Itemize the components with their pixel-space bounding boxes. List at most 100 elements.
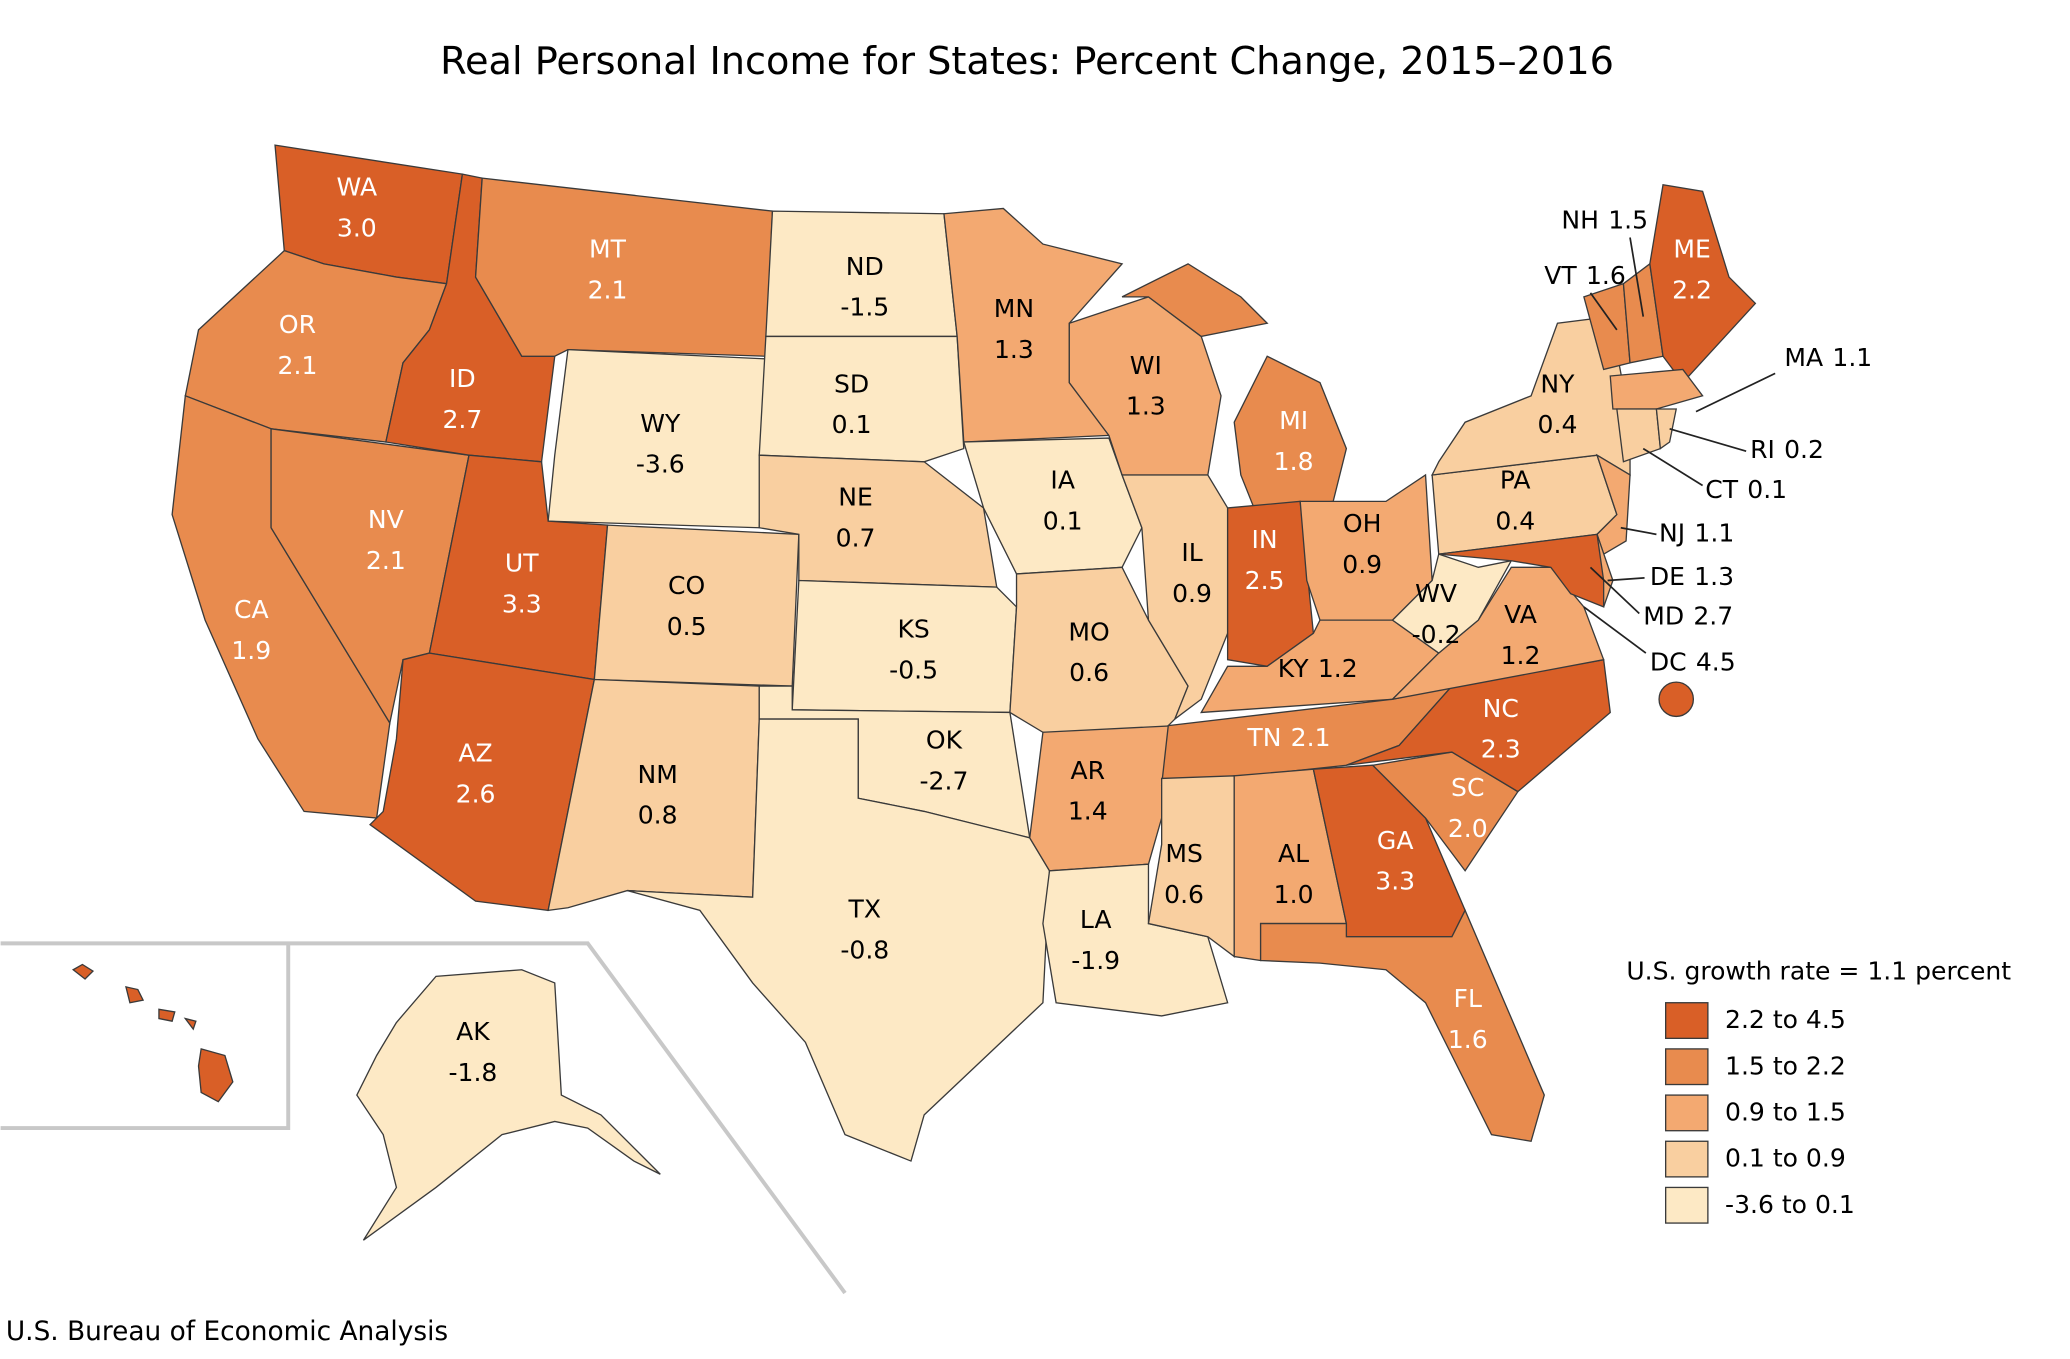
- state-shape: [1655, 408, 1678, 450]
- state-value: 1.4: [1068, 797, 1108, 826]
- state-value: 3.3: [1375, 867, 1415, 896]
- state-shape: [71, 963, 234, 1103]
- state-shape: [547, 348, 767, 529]
- state-value: 1.9: [231, 636, 271, 665]
- state-abbr: NV: [368, 505, 404, 534]
- state-abbr: RI: [1750, 435, 1775, 464]
- state-value: 1.8: [1274, 447, 1314, 476]
- state-abbr: WY: [640, 409, 681, 438]
- legend-swatch: [1665, 1094, 1709, 1132]
- state-abbr: NY: [1540, 369, 1575, 398]
- state-value: 0.4: [1495, 506, 1535, 535]
- leader-line: [1629, 237, 1645, 317]
- state-value: 3.0: [337, 214, 377, 243]
- state-abbr: NE: [838, 483, 873, 512]
- state-value: -0.8: [840, 935, 889, 964]
- state-value: 1.6: [1448, 1025, 1488, 1054]
- state-abbr: AK: [456, 1017, 490, 1046]
- state-shape: [962, 437, 1143, 575]
- legend-swatch: [1665, 1186, 1709, 1224]
- state-value: 0.8: [638, 801, 678, 830]
- state-abbr: CT: [1705, 475, 1738, 504]
- state-value: -2.7: [920, 766, 969, 795]
- state-value: 0.1: [1043, 506, 1083, 535]
- state-abbr: SD: [834, 369, 869, 398]
- state-value: -3.6: [636, 450, 685, 479]
- source: U.S. Bureau of Economic Analysis: [6, 1317, 448, 1347]
- state-value: -1.8: [449, 1058, 498, 1087]
- state-abbr: TN: [1246, 723, 1281, 752]
- legend-title: U.S. growth rate = 1.1 percent: [1626, 956, 2011, 985]
- state-value: -1.5: [840, 293, 889, 322]
- state-abbr: TX: [848, 894, 881, 923]
- state-value: 1.5: [1608, 206, 1648, 235]
- state-value: -0.5: [889, 656, 938, 685]
- state-value: 2.1: [366, 546, 406, 575]
- state-shape: [1658, 681, 1695, 718]
- map-title: Real Personal Income for States: Percent…: [440, 39, 1614, 84]
- state-value: 2.7: [1693, 601, 1733, 630]
- inset-frame: [0, 941, 847, 1295]
- state-value: 2.0: [1448, 814, 1488, 843]
- state-shape: [593, 524, 800, 687]
- state-abbr: FL: [1454, 984, 1482, 1013]
- state-abbr: NH: [1561, 206, 1599, 235]
- state-labels: WA 3.0 OR 2.1 CA 1.9 NV 2.1 ID 2.7 MT 2.1 WY -3.6 UT 3.…: [90, 173, 1872, 1106]
- state-abbr: KY: [1278, 654, 1310, 683]
- state-value: 0.1: [1747, 475, 1787, 504]
- state-abbr: MO: [1068, 617, 1109, 646]
- state-label: NH 1.5: [1561, 206, 1648, 235]
- state-abbr: CO: [668, 571, 705, 600]
- state-abbr: KS: [897, 615, 929, 644]
- state-shape: [1391, 553, 1513, 654]
- state-value: 3.3: [502, 590, 542, 619]
- legend-swatch: [1665, 1002, 1709, 1040]
- state-abbr: NM: [637, 760, 677, 789]
- state-abbr: SC: [1451, 773, 1484, 802]
- state-abbr: WA: [337, 173, 378, 202]
- legend-label: 0.9 to 1.5: [1725, 1098, 1846, 1127]
- state-value: 1.1: [1832, 343, 1872, 372]
- state-value: -0.2: [1412, 620, 1461, 649]
- legend-swatch: [1665, 1140, 1709, 1178]
- state-value: 1.0: [1274, 880, 1314, 909]
- state-abbr: AZ: [458, 739, 492, 768]
- state-abbr: ME: [1673, 235, 1710, 264]
- state-abbr: PA: [1500, 466, 1531, 495]
- state-abbr: NC: [1483, 694, 1519, 723]
- state-value: 0.6: [1164, 880, 1204, 909]
- state-abbr: WI: [1130, 351, 1162, 380]
- state-shape: [758, 335, 965, 463]
- state-label: VT 1.6: [1544, 261, 1626, 290]
- state-value: 2.2: [1672, 276, 1712, 305]
- state-value: 0.7: [836, 524, 876, 553]
- state-value: 2.3: [1481, 735, 1521, 764]
- state-shape: [1121, 474, 1229, 721]
- legend-label: 2.2 to 4.5: [1725, 1005, 1846, 1034]
- state-shape: [627, 718, 1051, 1162]
- state-shape: [1259, 908, 1545, 1143]
- state-abbr: IN: [1252, 525, 1278, 554]
- state-shape: [1042, 863, 1229, 1017]
- leader-line: [1589, 292, 1618, 331]
- state-value: -1.9: [1071, 946, 1120, 975]
- state-abbr: LA: [1080, 905, 1112, 934]
- state-abbr: OR: [279, 310, 316, 339]
- state-label: DC 4.5: [1650, 648, 1736, 677]
- leader-line: [1620, 526, 1657, 536]
- state-abbr: OK: [926, 725, 963, 754]
- state-value: 2.6: [456, 780, 496, 809]
- state-abbr: MN: [994, 294, 1034, 323]
- state-abbr: NJ: [1659, 518, 1685, 547]
- leader-line: [1589, 566, 1640, 615]
- state-abbr: MI: [1279, 406, 1308, 435]
- state-shape: [1649, 183, 1757, 384]
- legend-swatch: [1665, 1048, 1709, 1086]
- state-abbr: ID: [449, 364, 476, 393]
- state-value: 4.5: [1696, 648, 1736, 677]
- state-abbr: WV: [1415, 579, 1457, 608]
- legend: 2.2 to 4.5 1.5 to 2.2 0.9 to 1.5 0.1 to 0.9…: [1665, 1002, 1855, 1224]
- state-label: MD 2.7: [1643, 601, 1733, 630]
- state-label: DE 1.3: [1650, 562, 1734, 591]
